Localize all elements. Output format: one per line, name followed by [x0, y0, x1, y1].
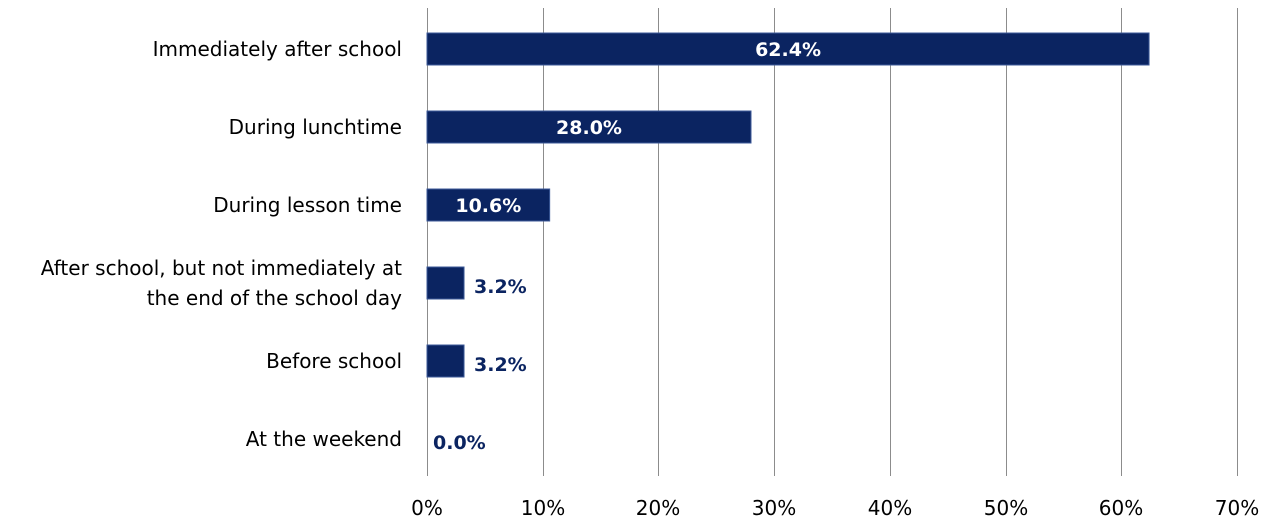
x-tick-label: 10%	[521, 496, 565, 520]
bar	[426, 188, 551, 222]
bar-value-label: 10.6%	[455, 195, 521, 217]
x-tick-label: 60%	[1099, 496, 1143, 520]
category-label: Before school	[266, 349, 402, 373]
x-tick-label: 0%	[411, 496, 443, 520]
bar-value-label: 0.0%	[433, 432, 486, 454]
category-labels: Immediately after school During lunchtime…	[41, 37, 402, 451]
bar	[426, 110, 752, 144]
bars: 62.4% 28.0% 10.6% 3.2% 3.2% 0.0%	[426, 32, 1150, 454]
bar-value-label: 3.2%	[474, 354, 527, 376]
category-label: During lunchtime	[229, 115, 402, 139]
gridlines	[427, 8, 1238, 476]
x-axis-ticks: 0% 10% 20% 30% 40% 50% 60% 70%	[411, 496, 1259, 520]
bar-value-label: 3.2%	[474, 276, 527, 298]
x-tick-label: 20%	[636, 496, 680, 520]
category-label: Immediately after school	[153, 37, 402, 61]
bar-value-label: 28.0%	[556, 117, 622, 139]
bar	[426, 344, 465, 378]
x-tick-label: 40%	[868, 496, 912, 520]
x-tick-label: 70%	[1215, 496, 1259, 520]
category-label: At the weekend	[246, 427, 402, 451]
x-tick-label: 30%	[752, 496, 796, 520]
category-label: the end of the school day	[147, 286, 402, 310]
bar	[426, 266, 465, 300]
bar-value-label: 62.4%	[755, 39, 821, 61]
category-label: After school, but not immediately at	[41, 256, 402, 280]
category-label: During lesson time	[213, 193, 402, 217]
x-tick-label: 50%	[984, 496, 1028, 520]
bar	[426, 32, 1150, 66]
